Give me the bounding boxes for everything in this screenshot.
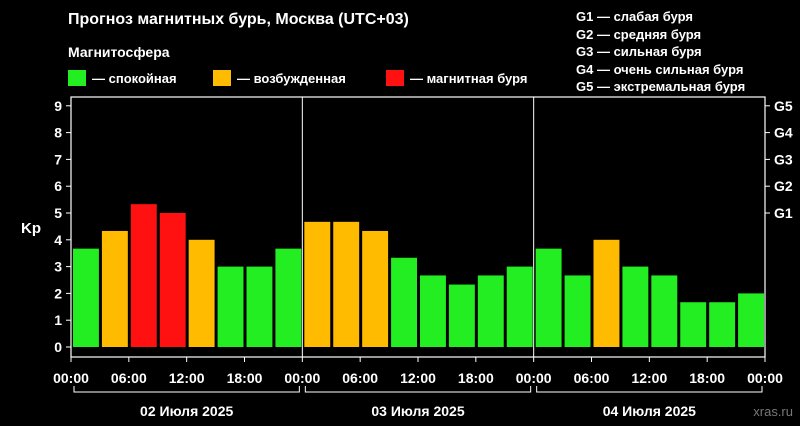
x-tick-label-12: 00:00 — [747, 370, 783, 386]
g-tick-label-0: G1 — [774, 205, 793, 221]
x-tick-label-8: 00:00 — [516, 370, 552, 386]
kp-bar-8 — [304, 221, 331, 347]
g-scale-g5: G5 — экстремальная буря — [576, 79, 746, 94]
legend-swatch-active — [213, 70, 231, 86]
x-tick-label-2: 12:00 — [169, 370, 205, 386]
kp-bar-11 — [391, 257, 417, 347]
kp-bar-1 — [101, 230, 128, 347]
kp-bar-0 — [73, 248, 99, 347]
g-scale-g3: G3 — сильная буря — [576, 44, 702, 59]
x-tick-label-9: 06:00 — [574, 370, 610, 386]
y-tick-label-8: 8 — [54, 125, 62, 141]
day-label-0: 02 Июля 2025 — [140, 403, 233, 419]
legend-label-storm: — магнитная буря — [410, 70, 528, 86]
day-label-2: 04 Июля 2025 — [603, 403, 696, 419]
g-tick-label-4: G5 — [774, 98, 793, 114]
kp-bar-16 — [535, 248, 562, 347]
g-scale-legend: G1 — слабая буря G2 — средняя буря G3 — … — [576, 8, 745, 96]
y-tick-label-1: 1 — [54, 312, 62, 328]
kp-bar-5 — [217, 266, 244, 347]
kp-bar-18 — [593, 239, 620, 347]
kp-bar-20 — [651, 275, 678, 347]
legend-item-storm: — магнитная буря — [386, 70, 527, 86]
kp-bar-7 — [275, 248, 302, 347]
day-bracket-2 — [536, 386, 763, 393]
chart-title: Прогноз магнитных бурь, Москва (UTC+03) — [68, 11, 409, 28]
x-tick-label-10: 12:00 — [631, 370, 667, 386]
x-tick-label-4: 00:00 — [284, 370, 320, 386]
kp-bar-10 — [362, 230, 389, 347]
kp-bar-14 — [477, 275, 504, 347]
kp-bar-3 — [159, 213, 186, 347]
kp-bar-12 — [420, 275, 446, 347]
day-bracket-0 — [73, 386, 300, 393]
kp-bar-19 — [622, 266, 649, 347]
kp-bar-15 — [506, 266, 533, 347]
g-tick-label-2: G3 — [774, 151, 793, 167]
y-tick-label-4: 4 — [54, 232, 62, 248]
g-scale-g4: G4 — очень сильная буря — [576, 61, 744, 77]
kp-bar-2 — [130, 204, 157, 347]
y-tick-label-5: 5 — [54, 205, 62, 221]
kp-bar-13 — [448, 284, 475, 347]
legend-label-active: — возбужденная — [237, 70, 346, 86]
y-tick-label-2: 2 — [54, 285, 62, 301]
kp-bar-23 — [738, 293, 764, 347]
x-tick-label-6: 12:00 — [400, 370, 436, 386]
x-tick-label-5: 06:00 — [342, 370, 378, 386]
g-scale-g2: G2 — средняя буря — [576, 26, 702, 42]
legend-swatch-quiet — [68, 70, 86, 86]
legend-label-quiet: — спокойная — [92, 70, 177, 86]
kp-bar-21 — [680, 302, 707, 347]
kp-bar-9 — [333, 221, 360, 347]
g-tick-label-3: G4 — [774, 125, 793, 141]
y-tick-label-9: 9 — [54, 98, 62, 114]
kp-bar-17 — [564, 275, 591, 347]
x-tick-label-1: 06:00 — [111, 370, 147, 386]
y-tick-label-0: 0 — [54, 339, 62, 355]
x-tick-label-7: 18:00 — [458, 370, 494, 386]
y-axis-label: Kp — [21, 220, 41, 237]
x-tick-label-11: 18:00 — [689, 370, 725, 386]
legend-item-quiet: — спокойная — [68, 70, 177, 86]
kp-bar-4 — [188, 239, 215, 347]
legend-swatch-storm — [386, 70, 404, 86]
g-tick-label-1: G2 — [774, 178, 793, 194]
y-tick-label-3: 3 — [54, 259, 62, 275]
day-bracket-1 — [304, 386, 532, 393]
legend-item-active: — возбужденная — [213, 70, 346, 86]
day-label-1: 03 Июля 2025 — [371, 403, 464, 419]
kp-bar-6 — [246, 266, 273, 347]
g-scale-g1: G1 — слабая буря — [576, 9, 694, 24]
watermark: xras.ru — [753, 404, 793, 419]
magnetosphere-label: Магнитосфера — [68, 44, 170, 60]
x-tick-label-0: 00:00 — [53, 370, 89, 386]
y-tick-label-6: 6 — [54, 178, 62, 194]
x-tick-label-3: 18:00 — [227, 370, 263, 386]
kp-bar-22 — [709, 302, 736, 347]
y-tick-label-7: 7 — [54, 151, 62, 167]
